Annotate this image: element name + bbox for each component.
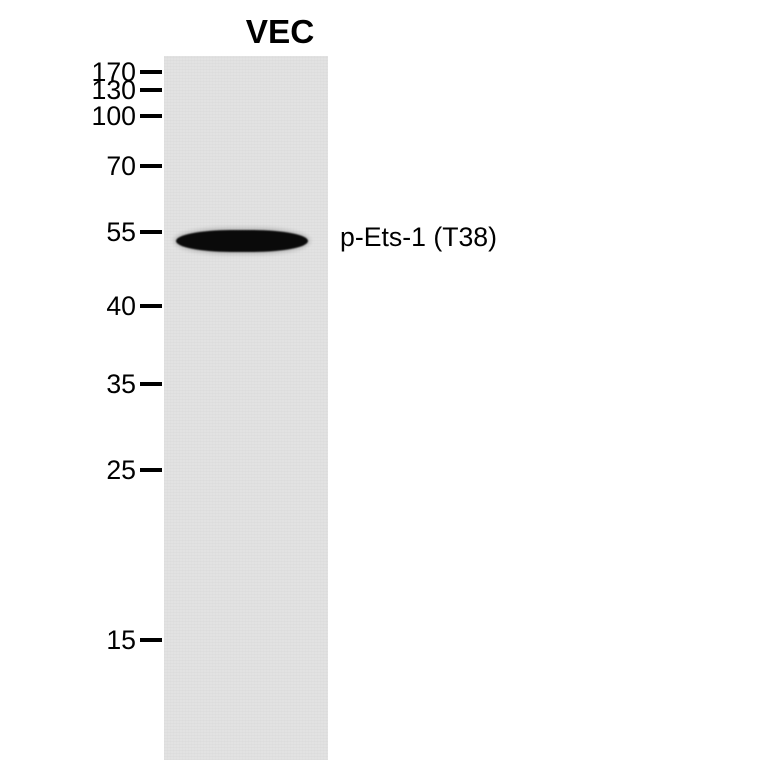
- mw-marker-tick: [140, 70, 162, 74]
- mw-marker-label: 35: [84, 369, 138, 400]
- mw-marker-70: 70: [84, 160, 162, 172]
- mw-marker-25: 25: [84, 464, 162, 476]
- mw-marker-tick: [140, 468, 162, 472]
- mw-marker-label: 55: [84, 217, 138, 248]
- band-label-p-ets-1-t38: p-Ets-1 (T38): [340, 222, 497, 253]
- mw-marker-tick: [140, 114, 162, 118]
- band-p-ets-1-t38: [176, 230, 308, 252]
- mw-marker-tick: [140, 638, 162, 642]
- mw-marker-label: 15: [84, 625, 138, 656]
- mw-marker-40: 40: [84, 300, 162, 312]
- mw-marker-tick: [140, 88, 162, 92]
- mw-marker-label: 100: [84, 101, 138, 132]
- mw-marker-130: 130: [84, 84, 162, 96]
- mw-marker-35: 35: [84, 378, 162, 390]
- mw-marker-tick: [140, 230, 162, 234]
- mw-marker-15: 15: [84, 634, 162, 646]
- mw-marker-tick: [140, 382, 162, 386]
- mw-marker-tick: [140, 164, 162, 168]
- blot-lane: [164, 56, 328, 760]
- mw-marker-label: 40: [84, 291, 138, 322]
- mw-marker-label: 25: [84, 455, 138, 486]
- mw-marker-55: 55: [84, 226, 162, 238]
- mw-marker-label: 70: [84, 151, 138, 182]
- mw-marker-100: 100: [84, 110, 162, 122]
- mw-marker-tick: [140, 304, 162, 308]
- western-blot-figure: VEC p-Ets-1 (T38) 170130100705540352515: [0, 0, 764, 764]
- lane-header-vec: VEC: [220, 14, 340, 52]
